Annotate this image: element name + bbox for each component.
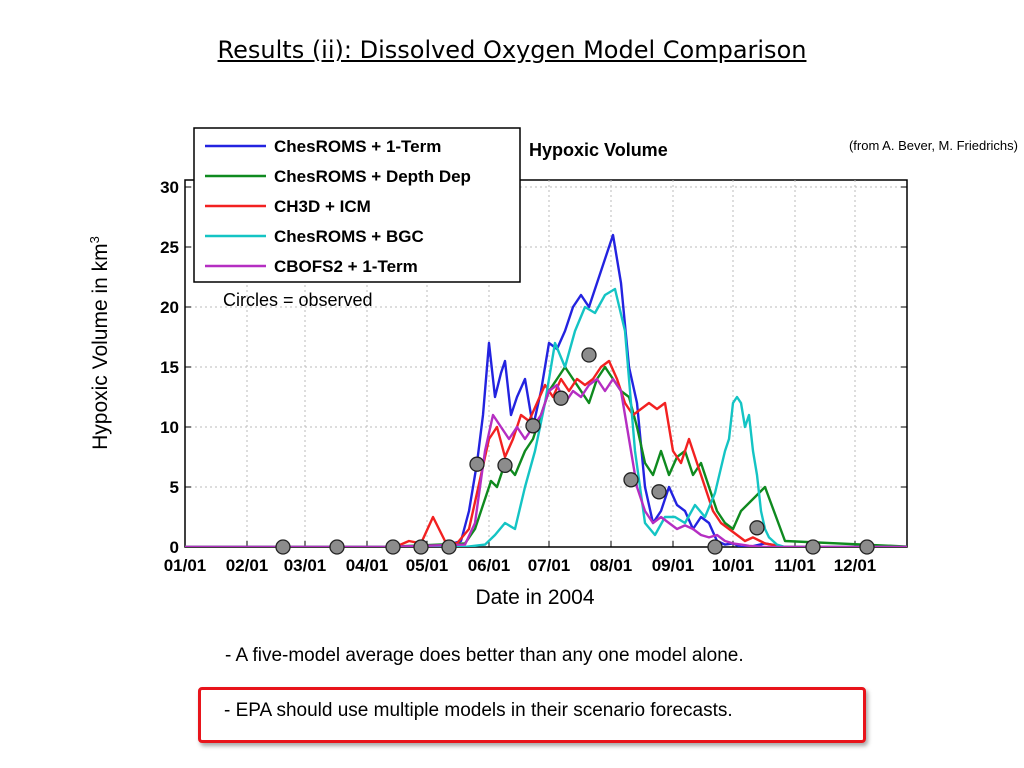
x-tick-label: 02/01 xyxy=(226,556,269,575)
observed-point xyxy=(441,539,457,555)
y-tick-label: 5 xyxy=(170,478,179,497)
legend-label: ChesROMS + Depth Dep xyxy=(274,167,471,186)
bullet-epa-recommendation: - EPA should use multiple models in thei… xyxy=(224,700,733,721)
y-axis-label: Hypoxic Volume in km3 xyxy=(87,236,112,450)
observed-point xyxy=(275,539,291,555)
y-tick-label: 30 xyxy=(160,178,179,197)
legend: ChesROMS + 1-Term ChesROMS + Depth Dep CH3… xyxy=(193,127,521,283)
observed-point xyxy=(525,418,541,434)
x-tick-label: 01/01 xyxy=(164,556,207,575)
source-credit: (from A. Bever, M. Friedrichs) xyxy=(848,138,1018,153)
x-tick-label: 07/01 xyxy=(528,556,571,575)
observed-point xyxy=(329,539,345,555)
series-line-5 xyxy=(185,377,907,547)
x-tick-label: 05/01 xyxy=(406,556,449,575)
observed-point xyxy=(413,539,429,555)
y-tick-label: 20 xyxy=(160,298,179,317)
legend-label: ChesROMS + BGC xyxy=(274,227,424,246)
series-line-3 xyxy=(185,359,907,547)
observed-point xyxy=(623,472,639,488)
x-tick-label: 08/01 xyxy=(590,556,633,575)
observed-point xyxy=(859,539,875,555)
observed-point xyxy=(581,347,597,363)
observed-point xyxy=(651,484,667,500)
y-tick-label: 10 xyxy=(160,418,179,437)
y-tick-label: 15 xyxy=(160,358,179,377)
observed-point xyxy=(707,539,723,555)
observed-points xyxy=(275,347,875,555)
legend-label: ChesROMS + 1-Term xyxy=(274,137,441,156)
x-axis-label: Date in 2004 xyxy=(475,586,595,609)
observed-point xyxy=(385,539,401,555)
observed-note: Circles = observed xyxy=(223,290,373,310)
x-tick-label: 10/01 xyxy=(712,556,755,575)
x-tick-label: 12/01 xyxy=(834,556,877,575)
x-tick-label: 04/01 xyxy=(346,556,389,575)
legend-label: CBOFS2 + 1-Term xyxy=(274,257,418,276)
legend-label: CH3D + ICM xyxy=(274,197,371,216)
y-tick-label: 25 xyxy=(160,238,179,257)
slide-title: Results (ii): Dissolved Oxygen Model Com… xyxy=(217,36,807,64)
x-tick-label: 11/01 xyxy=(774,556,816,575)
observed-point xyxy=(553,390,569,406)
axis-ticks: 0 5 10 15 20 25 30 01/01 02/01 03/01 04/01 05/01 06/… xyxy=(160,178,907,575)
observed-point xyxy=(805,539,821,555)
series-line-4 xyxy=(185,287,907,547)
x-tick-label: 09/01 xyxy=(652,556,695,575)
observed-point xyxy=(497,457,513,474)
x-tick-label: 03/01 xyxy=(284,556,327,575)
x-tick-label: 06/01 xyxy=(468,556,511,575)
observed-point xyxy=(749,520,765,536)
bullet-model-average: - A five-model average does better than … xyxy=(225,645,744,666)
y-tick-label: 0 xyxy=(170,538,179,557)
chart-title: Hypoxic Volume xyxy=(529,140,668,160)
observed-point xyxy=(469,456,485,472)
highlight-box xyxy=(198,687,866,743)
y-axis-label-superscript: 3 xyxy=(87,236,102,244)
